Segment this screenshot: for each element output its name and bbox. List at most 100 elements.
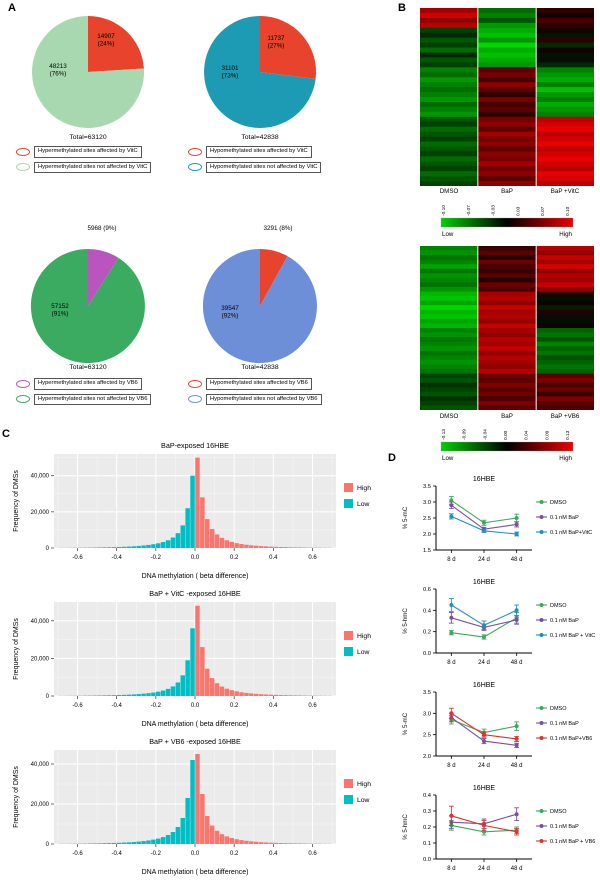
color-scale: -0.10 -0.07 -0.03 0.03 0.07 0.10 Low High [440,205,574,238]
legend-item: Hypermethylated sites affected by VitC [16,146,166,158]
heatmap-cell [536,396,594,402]
heatmap-cell [536,92,594,98]
heatmap-cell [478,314,536,320]
hist-bar-high [229,690,234,696]
x-tick-label: -0.6 [72,555,83,561]
linechart-legend-label: 0.1 nM BaP + VB6 [550,839,595,845]
pie-chart: 11737 (27%) 31101 (73%) Total=42838 [204,15,317,141]
hist-legend-label: High [357,633,371,640]
hist-bar-high [214,683,220,696]
heatmap-cell [420,369,478,374]
hist-bar-high [263,842,269,844]
linechart-legend-label: 0.1 nM BaP+VitC [550,530,592,536]
heatmap-cell [536,166,594,172]
heatmap-cell [478,72,536,78]
heatmap-cell [536,246,594,251]
hist-bar-high [195,605,200,696]
heatmap-cell [478,42,536,48]
scale-tick-label: -0.09 [462,429,468,440]
pie-slice [88,16,144,72]
heatmap-cell [536,87,594,93]
hist-bar-low [136,841,141,844]
heatmap-cell [420,387,478,393]
hist-bar-low [180,675,186,696]
heatmap-column-label: BaP +VitC [550,188,580,195]
heatmap-cell [420,161,478,167]
heatmap-cell [478,259,536,265]
hist-title: BaP + VitC -exposed 16HBE [149,589,241,598]
legend-marker-icon [539,603,544,607]
hist-bar-low [160,542,166,548]
heatmap-column-label: BaP [501,413,513,420]
heatmap-cell [420,156,478,162]
hist-bar-high [239,840,244,844]
hist-bar-high [204,519,210,548]
heatmap-cell [420,250,478,256]
hist-legend-label: High [357,485,371,492]
hist-bar-high [219,834,225,844]
hist-bar-high [283,695,288,696]
y-tick-label: 3.0 [423,711,431,717]
hist-bar-low [121,842,127,844]
legend-item: Hypomethylated sites affected by VB6 [188,378,338,390]
hist-bar-high [204,668,210,696]
hist-ylabel: Frequency of DMSs [13,470,20,532]
legend-item: Hypomethylated sites not affected by VB6 [188,393,338,406]
legend-marker-icon [539,839,544,843]
hist-bar-high [278,546,283,548]
linechart-block-2: 2.0 2.5 3.0 3.5 8 d 24 d 48 d 16HBE % 5-mC DMSO 0.… [396,678,600,786]
series-marker-icon [514,829,519,834]
heatmap-cell [536,300,594,306]
heatmap-cell [478,350,536,356]
heatmap-cell [478,12,536,19]
linechart-legend-label: 0.1 nM BaP [550,824,579,830]
legend-marker-icon [188,163,202,172]
pie-total-label: Total=42838 [241,364,278,371]
legend-marker-icon [539,721,544,725]
pie-total-label: Total=63120 [69,364,106,371]
hist-legend-swatch-icon [344,483,353,492]
heatmap-cell [478,131,536,137]
hist-bar-low [131,842,137,844]
heatmap-cell [536,47,594,53]
heatmap-cell [478,82,536,88]
hist-bar-low [136,545,141,548]
x-tick-label: 0.2 [230,703,239,709]
legend-marker-icon [539,809,544,813]
hist-bar-low [165,688,171,696]
hist-bar-high [278,695,283,696]
hist-bar-low [126,842,132,844]
heatmap-cell [478,273,536,279]
hist-bar-low [160,690,166,696]
heatmap-cell [536,12,594,19]
hist-bar-low [107,695,112,696]
hist-bar-low [156,838,161,844]
heatmap-cell [420,111,478,118]
pie-total-label: Total=42838 [241,134,278,141]
heatmap-cell [478,405,536,411]
heatmap-cell [420,72,478,78]
heatmap-cell [536,350,594,356]
hist-bar-low [185,798,190,844]
hist-bar-high [244,544,249,548]
heatmap-cell [478,116,536,123]
heatmap-cell [536,52,594,58]
legend-item: Hypermethylated sites affected by VB6 [16,378,166,390]
histogram-block-2: -0.6 -0.4 -0.2 0.0 0.2 0.4 0.6 0 20,000 40,000 BaP… [6,734,394,884]
heatmap-column-labels: DMSO BaP BaP +VitC [420,188,594,195]
x-tick-label: 8 d [447,557,455,563]
heatmap-cell [478,111,536,118]
hist-bar-low [146,693,151,696]
series-marker-icon [514,522,519,527]
heatmap-cell [478,382,536,388]
heatmap-cell [478,369,536,374]
hist-bar-low [97,547,102,548]
heatmap-cell [478,282,536,288]
hist-legend-swatch-icon [344,499,353,508]
heatmap-cell [478,17,536,24]
pie-slice [32,16,145,128]
hist-bar-high [249,693,254,696]
scale-tick-label: 0.10 [565,206,571,216]
panel-d-label: D [388,452,396,464]
heatmap-cell [478,22,536,29]
